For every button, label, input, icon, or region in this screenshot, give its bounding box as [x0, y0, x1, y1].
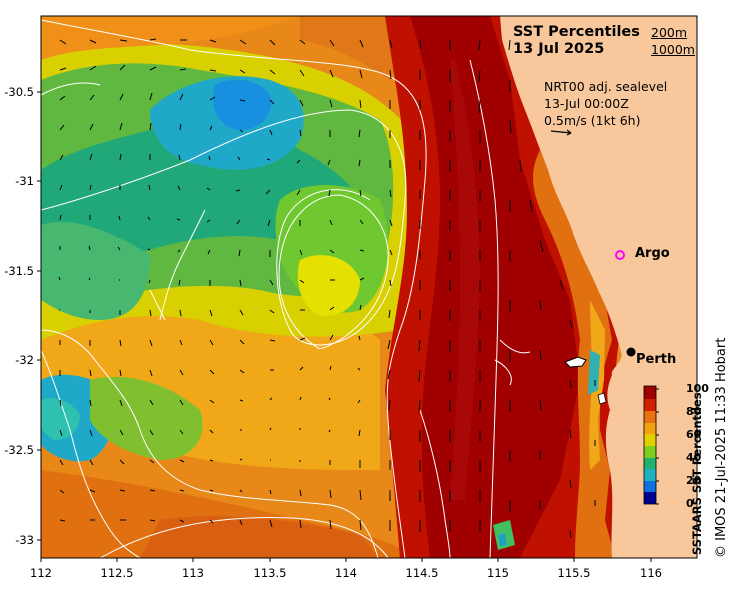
credit-text: © IMOS 21-Jul-2025 11:33 Hobart: [714, 337, 729, 558]
y-tick-label: -31: [15, 174, 34, 188]
colorbar-tick: 0: [686, 497, 694, 510]
colorbar-tick: 40: [686, 451, 702, 464]
map-title: SST Percentiles 13 Jul 2025: [513, 24, 640, 58]
x-tick-label: 115: [487, 566, 509, 580]
colorbar-tick: 80: [686, 405, 702, 418]
x-tick-label: 112.5: [100, 566, 134, 580]
argo-label: Argo: [635, 246, 670, 261]
x-tick-label: 113.5: [253, 566, 287, 580]
title-line: SST Percentiles: [513, 24, 640, 40]
title-date: 13 Jul 2025: [513, 41, 605, 57]
perth-label: Perth: [636, 352, 677, 367]
x-tick-label: 116: [640, 566, 662, 580]
bathymetry-contours: [41, 19, 531, 558]
y-tick-label: -33: [15, 533, 34, 547]
y-tick-label: -32.5: [4, 443, 34, 457]
vector-legend: NRT00 adj. sealevel 13-Jul 00:00Z 0.5m/s…: [544, 78, 667, 129]
x-tick-label: 114: [335, 566, 357, 580]
sst-field: [41, 16, 697, 558]
y-tick-label: -32: [15, 353, 34, 367]
colorbar-tick: 60: [686, 428, 702, 441]
x-tick-label: 114.5: [405, 566, 439, 580]
vector-scale-arrow: [550, 130, 572, 134]
contour-legend: 200m 1000m: [651, 24, 695, 58]
colorbar-title: SSTAARS SST Percentiles: [690, 392, 704, 555]
contour-legend-1000m: 1000m: [651, 42, 695, 57]
axis-ticks: [37, 91, 652, 562]
x-tick-label: 112: [30, 566, 52, 580]
x-tick-label: 113: [182, 566, 204, 580]
y-tick-label: -31.5: [4, 264, 34, 278]
current-vectors: [58, 38, 596, 539]
map-frame: [40, 15, 698, 559]
argo-marker: [615, 250, 625, 260]
perth-marker: [626, 347, 636, 357]
contour-legend-200m: 200m: [651, 25, 688, 40]
vector-legend-source: NRT00 adj. sealevel: [544, 79, 668, 94]
vector-legend-time: 13-Jul 00:00Z: [544, 96, 629, 111]
colorbar: [643, 385, 659, 505]
x-tick-label: 115.5: [557, 566, 591, 580]
colorbar-tick: 100: [686, 382, 709, 395]
y-tick-label: -30.5: [4, 85, 34, 99]
vector-legend-scale: 0.5m/s (1kt 6h): [544, 113, 641, 128]
colorbar-tick: 20: [686, 474, 702, 487]
